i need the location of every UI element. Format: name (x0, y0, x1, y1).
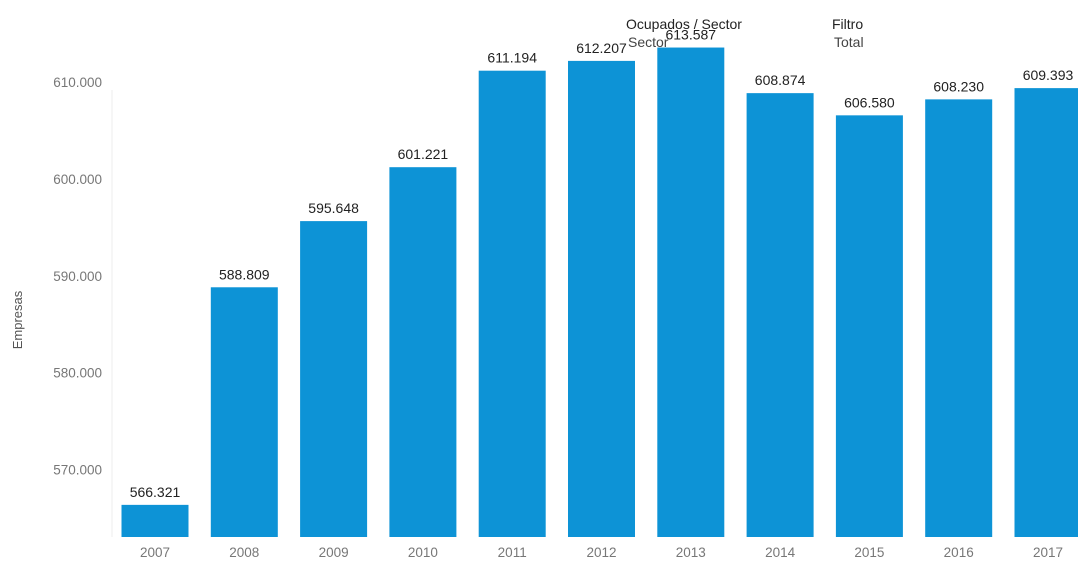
filter-label: Ocupados / Sector (626, 16, 742, 32)
x-tick-label: 2012 (586, 545, 616, 560)
data-label-2015: 606.580 (844, 94, 895, 110)
filter-filtro[interactable]: Filtro Total (832, 15, 864, 51)
x-tick-label: 2011 (498, 545, 527, 560)
y-tick-label: 600.000 (53, 172, 102, 187)
x-tick-label: 2017 (1033, 545, 1063, 560)
data-label-2017: 609.393 (1023, 67, 1074, 83)
bar-2012[interactable] (568, 60, 635, 537)
data-label-2016: 608.230 (933, 78, 984, 94)
bar-2010[interactable] (389, 167, 457, 537)
x-tick-label: 2010 (408, 545, 438, 560)
data-label-2009: 595.648 (308, 200, 359, 216)
x-tick-label: 2009 (319, 545, 349, 560)
bar-2008[interactable] (210, 287, 278, 537)
data-label-2007: 566.321 (130, 484, 181, 500)
y-tick-label: 570.000 (53, 462, 102, 477)
x-tick-label: 2008 (229, 545, 259, 560)
bar-2014[interactable] (746, 93, 814, 537)
data-label-2012: 612.207 (576, 40, 627, 56)
y-tick-label: 610.000 (53, 75, 102, 90)
data-label-2013: 613.587 (665, 27, 716, 43)
bar-2013[interactable] (657, 47, 725, 538)
bar-2016[interactable] (925, 99, 993, 537)
bar-2017[interactable] (1014, 88, 1078, 537)
data-label-2008: 588.809 (219, 266, 270, 282)
x-tick-label: 2007 (140, 545, 170, 560)
y-axis-label: Empresas (10, 290, 25, 349)
x-tick-label: 2016 (944, 545, 974, 560)
bar-2007[interactable] (121, 504, 189, 537)
x-tick-label: 2015 (854, 545, 884, 560)
filter-ocupados-sector[interactable]: Ocupados / Sector Sector (626, 15, 742, 51)
filter-label: Filtro (832, 16, 864, 32)
filter-value[interactable]: Sector (628, 34, 669, 50)
y-tick-label: 590.000 (53, 269, 102, 284)
bar-2011[interactable] (478, 70, 546, 537)
x-tick-label: 2014 (765, 545, 796, 560)
data-label-2011: 611.194 (487, 50, 537, 66)
y-tick-label: 580.000 (53, 366, 102, 381)
bar-2015[interactable] (835, 115, 903, 538)
data-label-2010: 601.221 (398, 146, 449, 162)
bar-2009[interactable] (300, 221, 368, 538)
x-tick-label: 2013 (676, 545, 706, 560)
filter-value[interactable]: Total (834, 34, 864, 50)
data-label-2014: 608.874 (755, 72, 806, 88)
